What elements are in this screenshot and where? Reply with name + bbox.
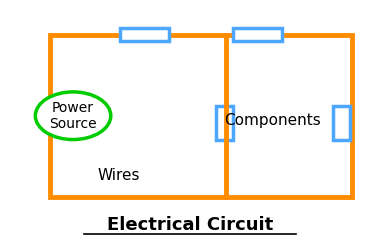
Text: Electrical Circuit: Electrical Circuit [107, 216, 273, 234]
FancyBboxPatch shape [216, 106, 233, 140]
Circle shape [35, 92, 111, 140]
FancyBboxPatch shape [333, 106, 350, 140]
Text: Components: Components [225, 113, 321, 128]
Text: Power
Source: Power Source [49, 101, 97, 131]
FancyBboxPatch shape [233, 27, 282, 41]
FancyBboxPatch shape [120, 27, 169, 41]
Text: Wires: Wires [97, 168, 139, 183]
